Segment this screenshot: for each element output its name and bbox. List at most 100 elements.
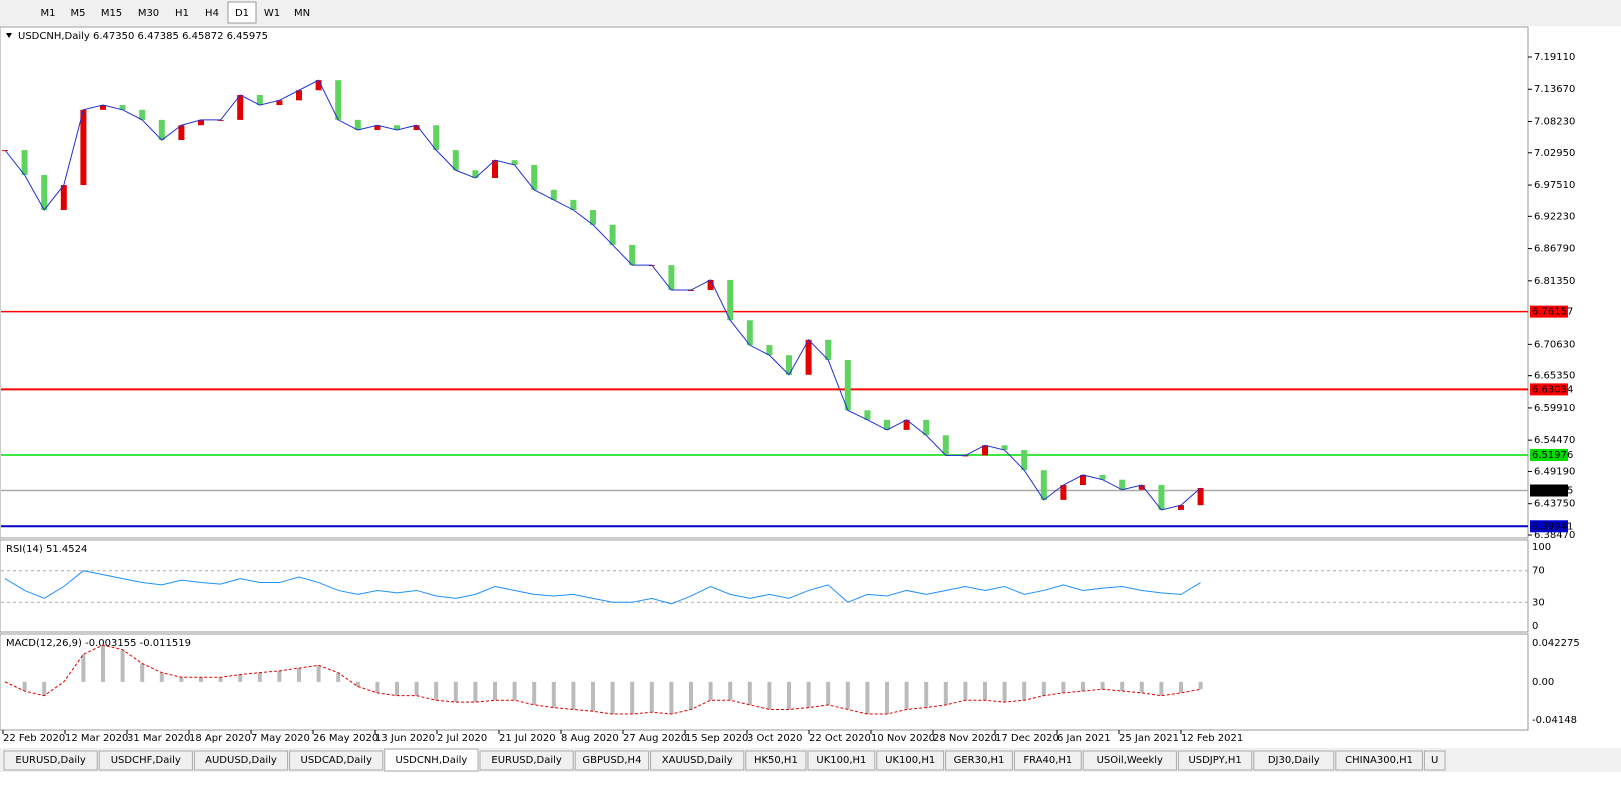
tab[interactable]	[479, 750, 574, 771]
candle	[707, 279, 714, 291]
tab-label[interactable]: EURUSD,Daily	[15, 755, 86, 766]
tab-label[interactable]: GBPUSD,H4	[582, 755, 641, 766]
timeframe-button[interactable]	[227, 1, 257, 24]
tab-label[interactable]: UK100,H1	[816, 755, 866, 766]
candle	[119, 105, 126, 110]
candle	[158, 119, 165, 141]
timeframe-button[interactable]	[94, 2, 129, 23]
tab-label[interactable]: CHINA300,H1	[1345, 755, 1413, 766]
tab-label[interactable]: DJ30,Daily	[1268, 755, 1320, 766]
rsi-axis-label: 0	[1532, 621, 1538, 632]
date-label: 31 Mar 2020	[127, 733, 190, 744]
tab[interactable]	[98, 750, 193, 771]
timeframe-label[interactable]: H1	[175, 8, 189, 19]
candle	[374, 125, 381, 130]
candle	[413, 125, 420, 130]
tab[interactable]	[876, 750, 945, 771]
timeframe-button[interactable]	[64, 2, 92, 23]
date-label: 25 Jan 2021	[1119, 733, 1179, 744]
price-axis-label: 6.49190	[1534, 466, 1575, 477]
tab-label[interactable]: U	[1431, 755, 1438, 766]
timeframe-button[interactable]	[288, 2, 316, 23]
price-axis-label: 6.43750	[1534, 499, 1575, 510]
price-axis-label: 6.65350	[1534, 371, 1575, 382]
macd-signal	[4, 644, 1201, 715]
timeframe-button[interactable]	[198, 2, 226, 23]
price-axis-label: 7.08230	[1534, 116, 1575, 127]
rsi-panel	[0, 539, 1529, 633]
level-label: 6.76157	[1532, 307, 1573, 318]
tab[interactable]	[289, 750, 384, 771]
tab[interactable]	[1082, 750, 1177, 771]
candle	[237, 94, 244, 120]
candle	[864, 410, 871, 420]
candle	[335, 80, 342, 120]
level-tag	[1530, 305, 1568, 318]
timeframe-label[interactable]: M5	[71, 8, 86, 19]
candle	[1060, 485, 1067, 500]
tab[interactable]	[193, 750, 289, 771]
candle	[982, 445, 988, 456]
header-arrow	[6, 33, 12, 38]
timeframe-label[interactable]: M30	[138, 8, 159, 19]
timeframe-label[interactable]: W1	[264, 8, 280, 19]
candle	[1178, 505, 1184, 510]
tab-label[interactable]: FRA40,H1	[1023, 755, 1072, 766]
tab-label[interactable]: XAUUSD,Daily	[662, 755, 733, 766]
price-axis-label: 7.19110	[1534, 52, 1575, 63]
tab[interactable]	[1253, 750, 1335, 771]
tab[interactable]	[574, 750, 650, 771]
candle	[354, 119, 361, 130]
tab-label[interactable]: USDCNH,Daily	[395, 755, 467, 766]
timeframe-label[interactable]: H4	[205, 8, 219, 19]
tab-label[interactable]: USDCHF,Daily	[111, 755, 181, 766]
tab-label[interactable]: USDJPY,H1	[1188, 755, 1241, 766]
candle	[550, 189, 557, 200]
tab-label[interactable]: UK100,H1	[885, 755, 935, 766]
candle	[276, 100, 283, 106]
candle	[178, 125, 185, 141]
tab-label[interactable]: EURUSD,Daily	[491, 755, 562, 766]
tab[interactable]	[1423, 750, 1446, 771]
timeframe-button[interactable]	[168, 2, 196, 23]
candle	[394, 125, 400, 130]
candle	[1138, 485, 1145, 490]
candle	[746, 320, 753, 346]
tab[interactable]	[807, 750, 876, 771]
timeframe-label[interactable]: M1	[41, 8, 56, 19]
rsi-header: RSI(14) 51.4524	[6, 544, 87, 555]
candle	[1021, 450, 1028, 471]
tab-label[interactable]: HK50,H1	[754, 755, 798, 766]
timeframe-label[interactable]: MN	[294, 8, 310, 19]
tab-label[interactable]: USOil,Weekly	[1097, 755, 1163, 766]
macd-header: MACD(12,26,9) -0.003155 -0.011519	[6, 638, 191, 649]
tab-label[interactable]: AUDUSD,Daily	[205, 755, 277, 766]
level-label: 6.45975	[1532, 486, 1573, 497]
timeframe-button[interactable]	[34, 2, 62, 23]
candle	[60, 185, 67, 210]
candle	[903, 419, 910, 430]
price-axis-label: 7.02950	[1534, 148, 1575, 159]
timeframe-label[interactable]: D1	[235, 8, 249, 19]
tab[interactable]	[1013, 750, 1082, 771]
tab[interactable]	[3, 750, 98, 771]
tab[interactable]	[745, 750, 807, 771]
candle	[452, 150, 459, 171]
tab[interactable]	[384, 748, 479, 772]
candle	[923, 419, 930, 436]
tab-label[interactable]: GER30,H1	[954, 755, 1005, 766]
tab-label[interactable]: USDCAD,Daily	[301, 755, 372, 766]
candle	[1099, 474, 1106, 480]
date-label: 10 Nov 2020	[871, 733, 935, 744]
date-label: 12 Mar 2020	[65, 733, 128, 744]
timeframe-button[interactable]	[258, 2, 286, 23]
timeframe-label[interactable]: M15	[101, 8, 122, 19]
tab[interactable]	[1177, 750, 1253, 771]
timeframe-button[interactable]	[131, 2, 166, 23]
candle	[472, 170, 479, 178]
candle	[942, 435, 949, 456]
candle	[531, 164, 538, 190]
tab[interactable]	[1335, 750, 1423, 771]
tab[interactable]	[650, 750, 745, 771]
tab[interactable]	[945, 750, 1013, 771]
